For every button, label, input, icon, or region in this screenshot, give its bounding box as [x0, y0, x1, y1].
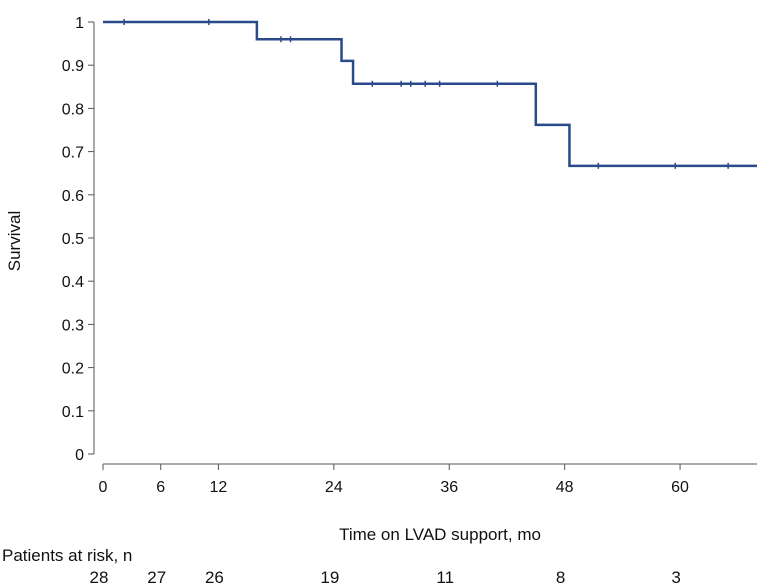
at-risk-count: 11	[436, 568, 454, 587]
y-tick-label: 0.4	[62, 274, 84, 291]
y-tick-label: 0.2	[62, 361, 84, 378]
y-axis: 0 0.1 0.2 0.3 0.4 0.5 0.6 0.7 0.8 0.9 1	[62, 15, 95, 464]
x-tick-label: 6	[156, 479, 165, 496]
y-tick-label: 0.9	[62, 58, 84, 75]
y-tick-label: 0	[75, 447, 84, 464]
y-axis-title: Survival	[5, 211, 24, 271]
at-risk-label: Patients at risk, n	[2, 546, 132, 565]
y-tick-label: 0.6	[62, 188, 84, 205]
y-tick-label: 1	[75, 15, 84, 32]
x-axis-title: Time on LVAD support, mo	[339, 525, 541, 544]
y-tick-label: 0.3	[62, 317, 84, 334]
x-tick-label: 0	[99, 479, 108, 496]
at-risk-counts: 28 27 26 19 11 8 3	[90, 568, 681, 587]
at-risk-count: 28	[90, 568, 109, 587]
y-tick-label: 0.8	[62, 101, 84, 118]
at-risk-count: 27	[147, 568, 166, 587]
x-tick-label: 60	[671, 479, 689, 496]
y-tick-label: 0.7	[62, 145, 84, 162]
at-risk-count: 26	[205, 568, 224, 587]
survival-step-line	[103, 20, 757, 168]
at-risk-count: 8	[556, 568, 565, 587]
x-tick-label: 12	[210, 479, 228, 496]
x-tick-label: 48	[556, 479, 574, 496]
at-risk-count: 3	[671, 568, 680, 587]
x-axis: 0 6 12 24 36 48 60	[99, 463, 757, 496]
x-tick-label: 36	[440, 479, 458, 496]
y-tick-label: 0.1	[62, 404, 84, 421]
y-tick-label: 0.5	[62, 231, 84, 248]
plot-area	[103, 19, 757, 169]
x-tick-label: 24	[325, 479, 343, 496]
at-risk-count: 19	[320, 568, 339, 587]
